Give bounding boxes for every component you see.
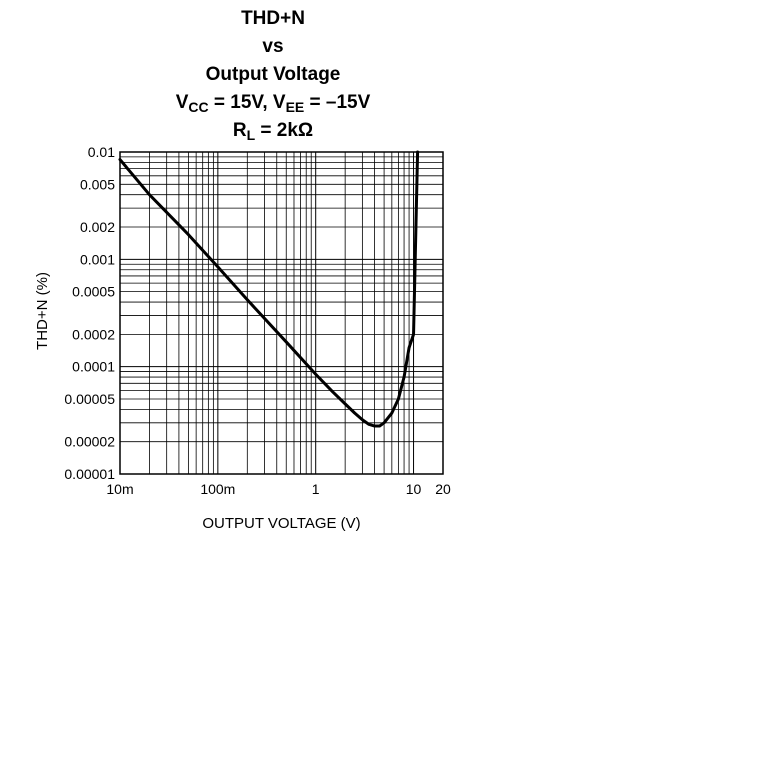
vee-subscript: EE [285,99,305,115]
x-tick-label: 1 [312,481,320,497]
y-tick-label: 0.001 [80,251,115,267]
chart-title-line-1: THD+N [241,8,305,29]
x-tick-label: 10 [406,481,422,497]
chart-title-line-4: VCC = 15V, VEE = –15V [73,89,473,117]
y-tick-label: 0.01 [88,144,115,160]
series-line-1 [118,150,420,428]
chart-title-line-3: Output Voltage [205,64,341,85]
chart-title-line-2: vs [262,36,284,57]
x-tick-label: 100m [200,481,235,497]
y-tick-label: 0.0002 [72,326,115,342]
y-tick-label: 0.0001 [72,359,115,375]
chart-title-line-5: RL = 2kΩ [73,117,473,145]
y-tick-label: 0.0005 [72,284,115,300]
grid-layer [119,151,444,475]
y-tick-label: 0.005 [80,176,115,192]
y-tick-label: 0.00001 [64,466,115,482]
plot-frame [119,151,444,475]
vee-value: = –15V [304,92,371,113]
vcc-symbol: V [175,92,189,113]
y-tick-label: 0.00002 [64,434,115,450]
x-tick-label: 10m [106,481,133,497]
rl-symbol: R [232,120,247,141]
x-axis-title: OUTPUT VOLTAGE (V) [202,515,360,532]
chart-title: THD+N vs Output Voltage VCC = 15V, VEE =… [73,5,473,145]
series-layer [118,150,420,428]
y-tick-label: 0.00005 [64,391,115,407]
y-tick-label: 0.002 [80,219,115,235]
vee-symbol: = 15V, V [208,92,286,113]
vcc-subscript: CC [188,99,209,115]
y-axis-title: THD+N (%) [34,272,51,350]
rl-value: = 2kΩ [255,120,314,141]
tick-layer: 10m 100m 1 10 20 0.01 0.005 0.002 0.001 0.0005 0.0… [64,144,451,497]
x-tick-label: 20 [435,481,451,497]
rl-subscript: L [246,127,256,143]
